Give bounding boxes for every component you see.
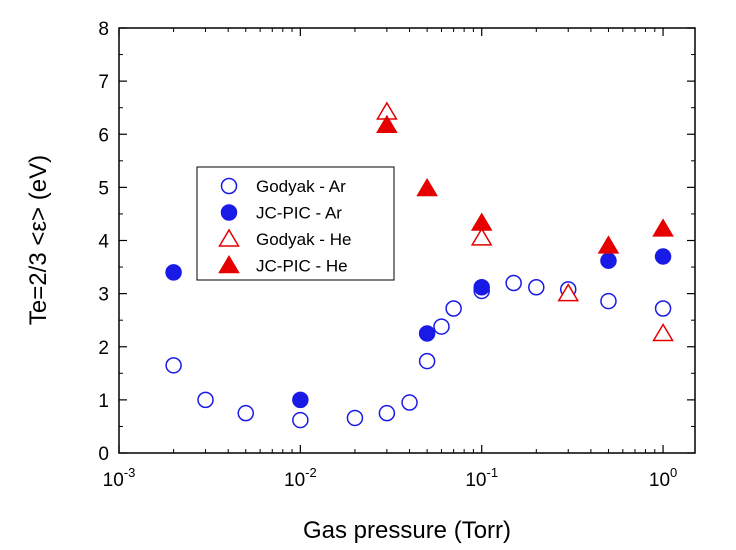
data-points [165, 101, 674, 429]
data-point-series-2 [470, 227, 493, 246]
data-point-series-0 [505, 274, 522, 292]
legend-label-1: JC-PIC - Ar [256, 204, 342, 223]
data-point-series-0 [165, 357, 182, 374]
legend-label-0: Godyak - Ar [256, 177, 346, 196]
data-point-series-3 [470, 212, 493, 231]
legend-label-2: Godyak - He [256, 230, 351, 249]
data-point-series-2 [652, 322, 674, 342]
data-point-series-0 [445, 300, 462, 317]
legend-marker-0 [220, 177, 238, 195]
axis-ticks [118, 27, 695, 454]
data-point-series-0 [237, 404, 255, 422]
y-tick-label: 3 [98, 285, 109, 306]
data-point-series-3 [416, 177, 438, 197]
data-point-series-0 [401, 394, 418, 411]
x-tick-label: 10-2 [284, 465, 317, 491]
data-point-series-3 [376, 114, 398, 133]
data-point-series-0 [600, 292, 617, 310]
data-point-series-0 [433, 318, 450, 335]
y-tick-label: 5 [98, 178, 109, 199]
data-point-series-1 [473, 279, 490, 296]
data-point-series-2 [557, 283, 580, 302]
data-point-series-0 [292, 411, 309, 429]
data-point-series-1 [418, 325, 436, 342]
y-tick-label: 4 [98, 232, 109, 253]
y-tick-label: 0 [98, 444, 109, 465]
legend-marker-3 [218, 255, 240, 274]
data-point-series-0 [528, 279, 545, 296]
y-axis-title: Te=2/3 <ε> (eV) [25, 155, 52, 325]
y-tick-label: 7 [98, 72, 109, 93]
data-point-series-1 [654, 248, 672, 265]
axis-tick-labels: 0 1 2 3 4 5 6 7 8 10-3 10-2 10-1 100 [98, 19, 677, 491]
data-point-series-1 [292, 391, 309, 409]
legend-label-3: JC-PIC - He [256, 257, 348, 276]
x-tick-label: 10-3 [103, 465, 136, 491]
data-point-series-3 [652, 218, 674, 237]
x-tick-label: 100 [649, 465, 677, 491]
legend-marker-2 [218, 228, 240, 247]
data-point-series-0 [654, 300, 672, 317]
data-point-series-0 [378, 404, 396, 422]
x-tick-label: 10-1 [465, 465, 498, 491]
x-axis-title: Gas pressure (Torr) [303, 517, 511, 544]
y-tick-label: 6 [98, 125, 109, 146]
y-tick-label: 8 [98, 19, 109, 40]
data-point-series-3 [597, 235, 620, 254]
y-tick-label: 1 [98, 391, 109, 412]
data-point-series-1 [165, 264, 182, 281]
data-point-series-0 [197, 391, 214, 409]
data-point-series-0 [346, 409, 364, 427]
legend: Godyak - Ar JC-PIC - Ar Godyak - He JC-PIC … [196, 166, 395, 281]
legend-marker-1 [220, 204, 238, 221]
y-tick-label: 2 [98, 338, 109, 359]
data-point-series-0 [418, 352, 436, 370]
data-point-series-1 [600, 252, 617, 269]
